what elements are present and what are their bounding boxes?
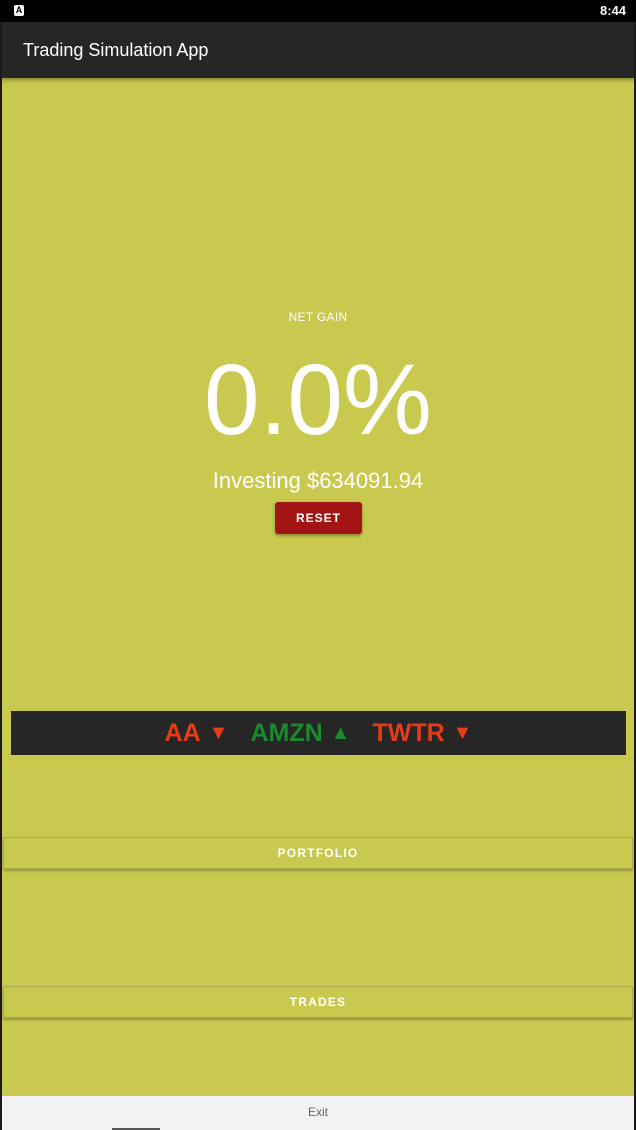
- ticker-symbol: AMZN: [250, 718, 323, 747]
- ticker-item-aa[interactable]: AA ▼: [165, 719, 229, 748]
- net-gain-value: 0.0%: [204, 344, 432, 456]
- reset-button[interactable]: RESET: [275, 502, 362, 534]
- frame-right-edge: [634, 22, 636, 1130]
- exit-button[interactable]: Exit: [2, 1096, 634, 1130]
- ticker-item-twtr[interactable]: TWTR ▼: [372, 719, 472, 748]
- ticker-symbol: TWTR: [372, 718, 445, 747]
- portfolio-button[interactable]: PORTFOLIO: [3, 837, 633, 869]
- app-bar: Trading Simulation App: [0, 22, 636, 78]
- investing-amount: Investing $634091.94: [212, 468, 424, 493]
- ticker-symbol: AA: [164, 718, 201, 747]
- stock-ticker: AA ▼ AMZN ▲ TWTR ▼: [11, 711, 626, 755]
- app-notification-icon: A: [14, 5, 24, 16]
- arrow-down-icon: ▼: [208, 721, 229, 744]
- net-gain-label: NET GAIN: [288, 310, 348, 324]
- arrow-up-icon: ▲: [330, 721, 351, 744]
- home-indicator: [112, 1128, 160, 1130]
- ticker-item-amzn[interactable]: AMZN ▲: [250, 719, 350, 748]
- status-bar: A 8:44: [0, 0, 636, 22]
- frame-left-edge: [0, 22, 2, 1130]
- app-title: Trading Simulation App: [23, 40, 209, 60]
- trades-button[interactable]: TRADES: [3, 986, 633, 1018]
- arrow-down-icon: ▼: [452, 721, 473, 744]
- status-time: 8:44: [599, 3, 626, 18]
